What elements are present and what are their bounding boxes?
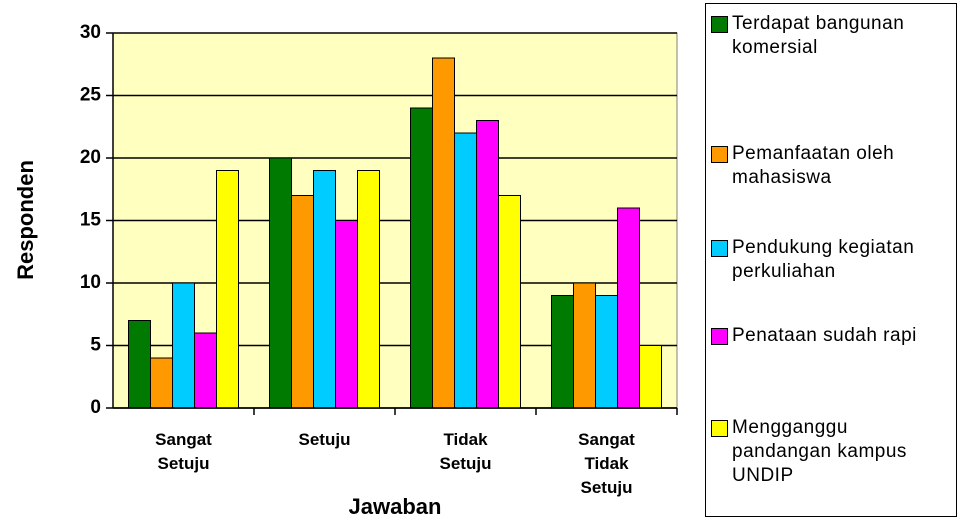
x-tick-label: Setuju <box>298 430 351 449</box>
bar <box>172 282 195 409</box>
bar <box>128 320 151 409</box>
bar <box>639 345 662 409</box>
legend-label: Pemanfaatan oleh mahasiswa <box>732 143 895 188</box>
y-tick-label: 15 <box>80 210 102 231</box>
bar <box>454 132 477 409</box>
y-tick-label: 20 <box>80 147 101 168</box>
bar <box>617 207 640 409</box>
legend-swatch <box>711 240 728 257</box>
y-tick-label: 25 <box>80 85 102 106</box>
legend-label: Terdapat bangunan komersial <box>732 13 905 58</box>
bar <box>410 107 433 409</box>
bar <box>291 195 314 409</box>
legend-label: Pendukung kegiatan perkuliahan <box>732 237 915 282</box>
y-axis-title: Responden <box>13 160 38 280</box>
bar <box>432 57 455 409</box>
bar <box>194 332 217 409</box>
y-tick-label: 10 <box>80 272 101 293</box>
legend-swatch <box>711 420 728 437</box>
bar <box>357 170 380 409</box>
bar <box>573 282 596 409</box>
bar <box>313 170 336 409</box>
x-tick-label: Tidak Setuju <box>439 430 492 473</box>
legend-label: Mengganggu pandangan kampus UNDIP <box>732 417 907 486</box>
x-tick-label: Sangat Tidak Setuju <box>578 430 635 497</box>
legend: Terdapat bangunan komersial Pemanfaatan o… <box>705 3 957 517</box>
x-tick-label: Sangat Setuju <box>155 430 212 473</box>
y-tick-label: 30 <box>80 22 101 43</box>
bar <box>269 157 292 409</box>
legend-swatch <box>711 328 728 345</box>
legend-swatch <box>711 146 728 163</box>
bar <box>595 295 618 409</box>
bar <box>476 120 499 409</box>
bar <box>335 220 358 409</box>
bar <box>150 357 173 409</box>
y-tick-label: 5 <box>90 335 101 356</box>
bar <box>551 295 574 409</box>
legend-swatch <box>711 16 728 33</box>
bar <box>216 170 239 409</box>
bar <box>498 195 521 409</box>
legend-label: Penataan sudah rapi <box>732 325 917 346</box>
x-axis-title: Jawaban <box>349 494 442 519</box>
y-tick-label: 0 <box>90 397 101 418</box>
